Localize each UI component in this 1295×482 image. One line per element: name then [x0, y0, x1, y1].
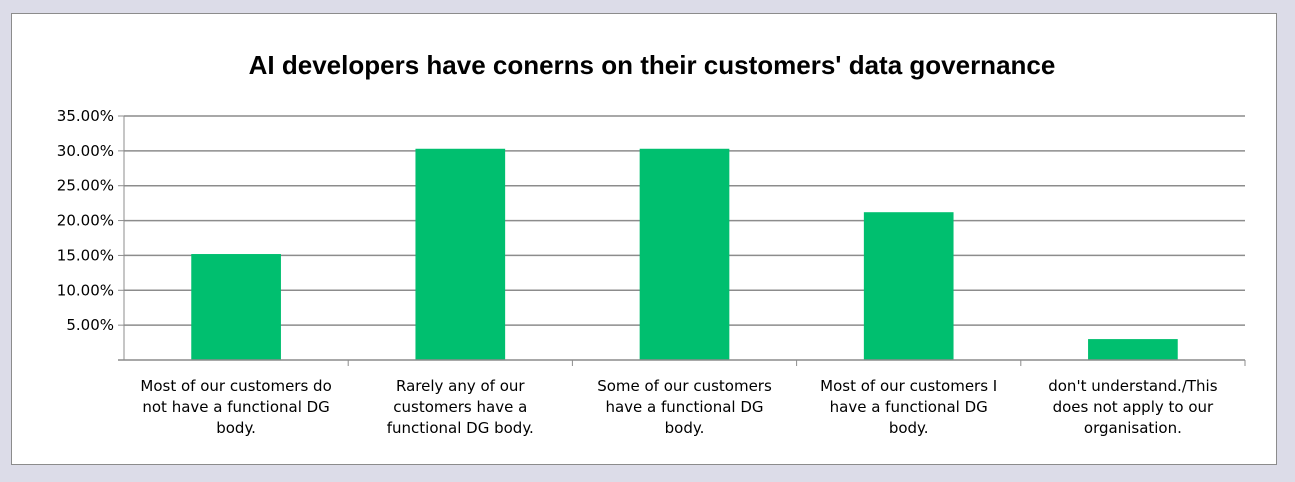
category-label-0-line-2: body. [216, 419, 256, 437]
category-label-4: don't understand./This does not apply to … [1048, 377, 1217, 437]
category-label-1: Rarely any of our customers have a functio… [387, 377, 534, 437]
chart-frame: AI developers have conerns on their cust… [11, 13, 1277, 465]
y-tick-label-1: 10.00% [57, 281, 114, 299]
bar-1 [415, 148, 506, 360]
category-label-0-line-0: Most of our customers do [140, 377, 331, 395]
category-labels: Most of our customers do not have a funct… [140, 377, 1217, 437]
category-label-1-line-2: functional DG body. [387, 419, 534, 437]
y-tick-label-0: 5.00% [66, 316, 114, 334]
category-label-1-line-1: customers have a [393, 398, 527, 416]
axes [118, 116, 1246, 366]
category-label-2-line-2: body. [665, 419, 705, 437]
bar-3 [863, 212, 954, 360]
category-label-3-line-2: body. [889, 419, 929, 437]
bar-4 [1088, 339, 1178, 360]
category-label-4-line-1: does not apply to our [1053, 398, 1214, 416]
bar-0 [191, 254, 281, 360]
bar-2 [639, 148, 730, 360]
y-tick-label-5: 30.00% [57, 142, 114, 160]
y-tick-label-2: 15.00% [57, 246, 114, 264]
category-label-2-line-0: Some of our customers [597, 377, 772, 395]
chart-title: AI developers have conerns on their cust… [249, 50, 1056, 80]
bars [191, 148, 1178, 360]
y-tick-label-3: 20.00% [57, 212, 114, 230]
category-label-0-line-1: not have a functional DG [142, 398, 329, 416]
category-label-3-line-0: Most of our customers I [820, 377, 997, 395]
category-label-4-line-2: organisation. [1084, 419, 1182, 437]
category-label-2-line-1: have a functional DG [605, 398, 763, 416]
y-tick-label-4: 25.00% [57, 177, 114, 195]
y-tick-label-6: 35.00% [57, 107, 114, 125]
category-label-2: Some of our customers have a functional D… [597, 377, 772, 437]
category-label-3-line-1: have a functional DG [830, 398, 988, 416]
category-label-0: Most of our customers do not have a funct… [140, 377, 331, 437]
category-label-3: Most of our customers I have a functional… [820, 377, 997, 437]
category-label-1-line-0: Rarely any of our [396, 377, 525, 395]
bar-chart: AI developers have conerns on their cust… [57, 50, 1246, 437]
category-label-4-line-0: don't understand./This [1048, 377, 1217, 395]
y-axis-ticks: 5.00% 10.00% 15.00% 20.00% 25.00% 30.00% 35.00… [57, 107, 124, 334]
